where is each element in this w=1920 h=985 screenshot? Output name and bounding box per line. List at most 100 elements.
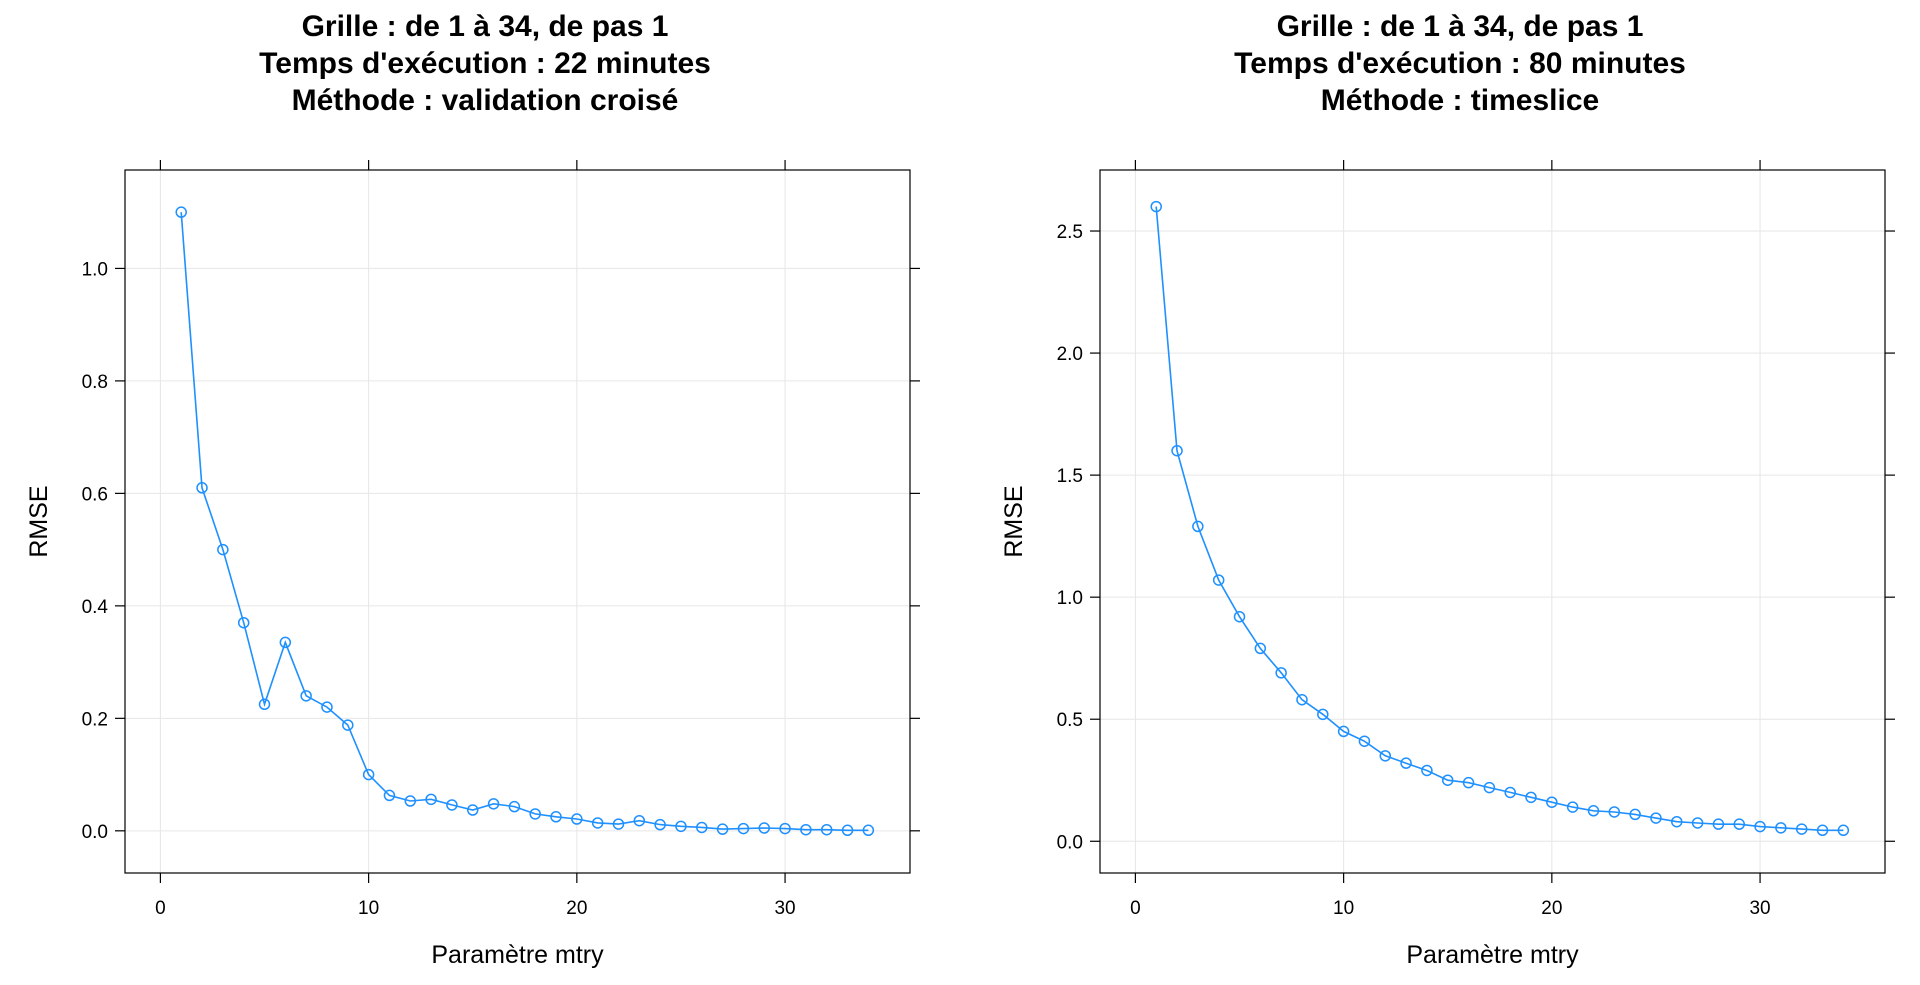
data-point	[1212, 574, 1225, 586]
data-point	[1775, 822, 1787, 834]
data-point	[1504, 786, 1516, 799]
data-point	[1317, 708, 1329, 721]
data-point	[1192, 520, 1204, 533]
data-point	[1650, 812, 1662, 824]
data-point	[862, 824, 875, 837]
data-point	[550, 811, 562, 823]
data-point	[1483, 781, 1496, 794]
x-tick-label: 0	[155, 898, 166, 919]
data-point	[196, 482, 208, 494]
data-point	[446, 799, 458, 811]
data-point	[1462, 776, 1475, 789]
y-tick-label: 1.0	[1057, 588, 1083, 609]
data-point	[841, 824, 854, 837]
x-tick-label: 0	[1130, 898, 1141, 919]
chart-plot-2: 0 10 20 30 0.0 0.5 1.0 1.5 2.0 2.5 Paramètre mtry R…	[1000, 160, 1895, 969]
y-tick-label: 2.0	[1057, 344, 1083, 365]
data-point	[1441, 774, 1454, 786]
x-tick-label: 20	[566, 898, 587, 919]
chart-title-2-line-1: Grille : de 1 à 34, de pas 1	[1276, 10, 1644, 43]
data-point	[1629, 808, 1641, 821]
data-point	[1150, 200, 1162, 213]
data-point	[342, 719, 354, 731]
data-point	[758, 822, 770, 834]
data-point	[1566, 801, 1579, 813]
data-point	[1275, 667, 1287, 679]
y-axis-label: RMSE	[25, 485, 53, 557]
data-point	[591, 817, 604, 829]
data-point	[1691, 817, 1704, 829]
data-point	[487, 798, 500, 810]
data-point	[1421, 764, 1433, 777]
chart-title-1: Grille : de 1 à 34, de pas 1 Temps d'exé…	[0, 8, 970, 119]
data-point	[1795, 823, 1808, 835]
data-point	[633, 814, 646, 827]
series-line	[1155, 206, 1844, 832]
data-point	[1379, 750, 1392, 762]
data-point	[1171, 444, 1183, 457]
chart-title-2-line-3: Méthode : timeslice	[1320, 84, 1600, 117]
x-axis-label: Paramètre mtry	[1406, 941, 1579, 969]
chart-title-2: Grille : de 1 à 34, de pas 1 Temps d'exé…	[975, 8, 1920, 119]
data-point	[217, 543, 229, 556]
data-point	[404, 795, 417, 807]
chart-panel-1: Grille : de 1 à 34, de pas 1 Temps d'exé…	[25, 10, 920, 969]
data-point	[1587, 805, 1600, 817]
data-point	[1233, 610, 1246, 623]
data-point	[237, 616, 250, 629]
y-tick-label: 1.5	[1057, 466, 1083, 487]
data-point	[1400, 757, 1412, 769]
data-point	[612, 818, 625, 830]
data-point	[1712, 818, 1725, 830]
plot-frame	[1099, 169, 1886, 874]
chart-title-1-line-1: Grille : de 1 à 34, de pas 1	[301, 10, 669, 43]
chart-title-1-line-2: Temps d'exécution : 22 minutes	[259, 47, 711, 80]
data-point	[1671, 815, 1683, 828]
y-tick-label: 0.5	[1057, 710, 1083, 731]
data-point	[1525, 791, 1537, 804]
chart-title-2-line-2: Temps d'exécution : 80 minutes	[1234, 47, 1686, 80]
data-point	[737, 822, 750, 835]
data-point	[716, 823, 729, 835]
data-point	[1837, 824, 1850, 837]
chart-plot-1: 0 10 20 30 0.0 0.2 0.4 0.6 0.8 1.0 Paramètre mtry R…	[25, 160, 920, 969]
series-line	[180, 212, 869, 832]
data-point	[1733, 818, 1745, 830]
y-tick-label: 0.6	[82, 484, 108, 505]
data-point	[696, 821, 708, 834]
x-tick-label: 20	[1541, 898, 1562, 919]
data-point	[654, 818, 666, 831]
y-tick-label: 0.2	[82, 709, 108, 730]
y-tick-label: 0.4	[82, 597, 109, 618]
data-point	[820, 823, 833, 836]
y-axis-label: RMSE	[1000, 485, 1028, 557]
x-tick-label: 30	[774, 898, 795, 919]
x-axis-label: Paramètre mtry	[431, 941, 604, 969]
data-point	[508, 800, 521, 813]
data-point	[800, 823, 812, 836]
data-point	[1337, 725, 1350, 738]
chart-panel-2: Grille : de 1 à 34, de pas 1 Temps d'exé…	[975, 0, 1920, 985]
data-point	[1608, 806, 1621, 818]
chart-title-1-line-3: Méthode : validation croisé	[291, 84, 679, 117]
data-point	[383, 789, 396, 802]
data-point	[529, 808, 541, 820]
data-point	[571, 813, 583, 825]
data-point	[258, 698, 271, 711]
data-point	[1296, 693, 1308, 706]
data-point	[1546, 796, 1558, 808]
data-point	[425, 793, 437, 806]
data-point	[675, 820, 687, 833]
plot-frame	[124, 169, 911, 874]
data-point	[321, 701, 333, 713]
data-point	[1358, 735, 1371, 747]
data-point	[300, 690, 312, 702]
data-point	[1816, 824, 1829, 837]
y-tick-label: 2.5	[1057, 222, 1083, 243]
data-point	[362, 768, 375, 781]
y-tick-label: 0.0	[1057, 832, 1083, 853]
x-tick-label: 10	[358, 898, 379, 919]
data-point	[175, 206, 187, 218]
data-point	[466, 804, 479, 816]
data-point	[779, 822, 791, 835]
